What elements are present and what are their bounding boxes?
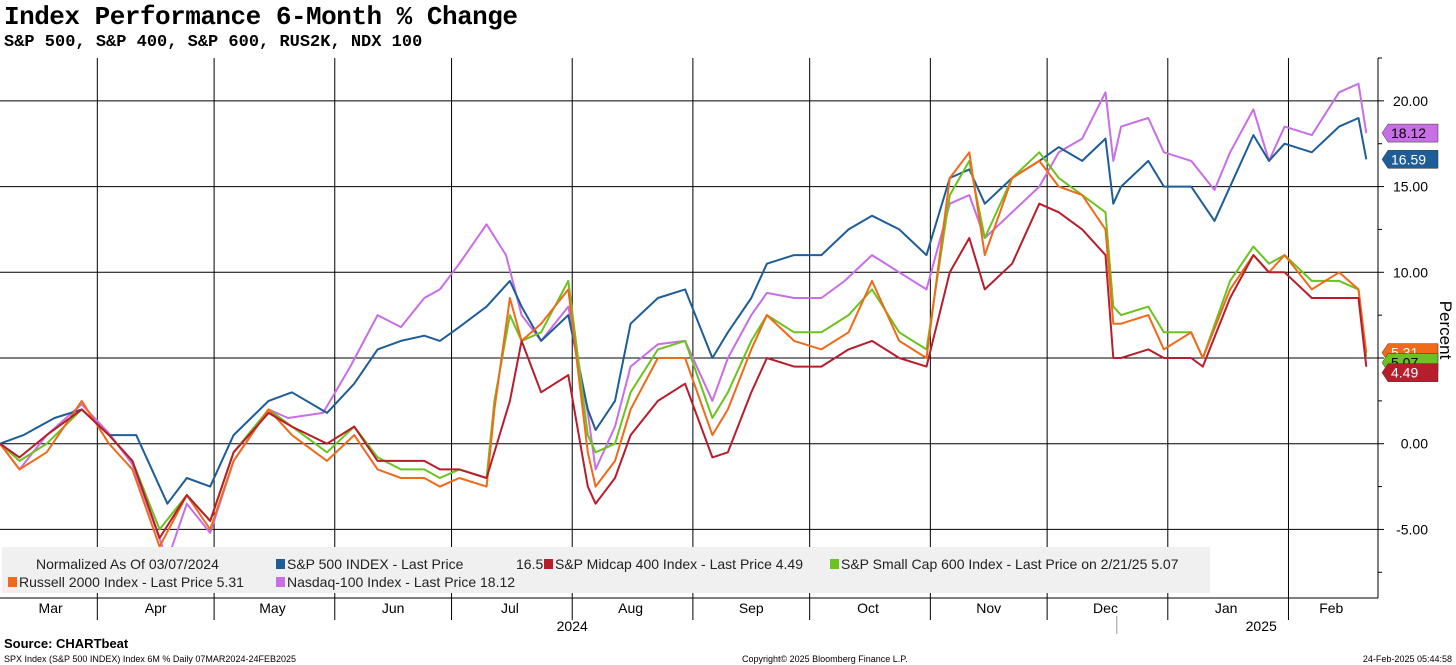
last-value-tag-label: 18.12 <box>1391 125 1426 141</box>
y-axis-label: Percent <box>1436 301 1455 360</box>
x-year-label: 2025 <box>1246 618 1277 634</box>
y-tick-label: 0.00 <box>1401 436 1428 452</box>
series-line <box>0 151 1368 548</box>
y-tick-label: -5.00 <box>1396 521 1428 537</box>
x-tick-label: Oct <box>857 600 879 616</box>
last-value-tag-bg <box>1381 150 1439 169</box>
last-value-tag-bg <box>1381 123 1439 143</box>
series-line <box>0 202 1368 539</box>
legend-box <box>2 547 1210 593</box>
last-value-tag: 4.49 <box>1381 363 1439 382</box>
legend-swatch <box>276 559 285 569</box>
footer-copyright: Copyright© 2025 Bloomberg Finance L.P. <box>742 654 908 664</box>
legend-label: Nasdaq-100 Index - Last Price 18.12 <box>287 574 515 590</box>
x-tick-label: Mar <box>39 600 63 616</box>
series-line <box>0 82 1368 562</box>
legend-value: 16.59 <box>516 556 551 572</box>
legend-label: S&P Small Cap 600 Index - Last Price on … <box>841 556 1179 572</box>
legend-label: S&P Midcap 400 Index - Last Price 4.49 <box>555 556 803 572</box>
x-tick-label: Jun <box>382 600 405 616</box>
series-line <box>0 151 1368 531</box>
last-value-tag: 18.12 <box>1381 123 1439 143</box>
x-tick-label: May <box>259 600 285 616</box>
last-value-tag-bg <box>1381 363 1439 382</box>
x-tick-label: Apr <box>145 600 167 616</box>
legend-label: S&P 500 INDEX - Last Price <box>287 556 464 572</box>
chart-subtitle: S&P 500, S&P 400, S&P 600, RUS2K, NDX 10… <box>4 33 423 52</box>
footer-timestamp: 24-Feb-2025 05:44:58 <box>1362 654 1452 664</box>
x-tick-label: Nov <box>976 600 1001 616</box>
legend-normalized-note: Normalized As Of 03/07/2024 <box>36 556 219 572</box>
source-note: Source: CHARTbeat <box>4 636 129 651</box>
x-tick-label: Jul <box>501 600 519 616</box>
chart-title: Index Performance 6-Month % Change <box>4 2 518 32</box>
last-value-tag: 16.59 <box>1381 150 1439 169</box>
y-tick-label: 20.00 <box>1393 93 1428 109</box>
series-line <box>0 117 1368 505</box>
last-value-tag-label: 16.59 <box>1391 151 1426 167</box>
legend-swatch <box>8 577 17 587</box>
y-tick-label: 10.00 <box>1393 264 1428 280</box>
x-tick-label: Jan <box>1215 600 1238 616</box>
legend-swatch <box>544 559 553 569</box>
x-tick-label: Dec <box>1093 600 1118 616</box>
footer-ticker-info: SPX Index (S&P 500 INDEX) Index 6M % Dai… <box>4 654 296 664</box>
legend-swatch <box>830 559 839 569</box>
x-year-label: 2024 <box>557 618 588 634</box>
x-tick-label: Aug <box>618 600 643 616</box>
last-value-tag-label: 4.49 <box>1391 365 1418 381</box>
y-tick-label: 15.00 <box>1393 179 1428 195</box>
x-tick-label: Feb <box>1319 600 1343 616</box>
legend-label: Russell 2000 Index - Last Price 5.31 <box>19 574 244 590</box>
x-tick-label: Sep <box>739 600 764 616</box>
legend-swatch <box>276 577 285 587</box>
